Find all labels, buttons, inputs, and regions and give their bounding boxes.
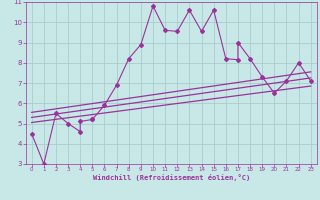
X-axis label: Windchill (Refroidissement éolien,°C): Windchill (Refroidissement éolien,°C) bbox=[92, 174, 250, 181]
